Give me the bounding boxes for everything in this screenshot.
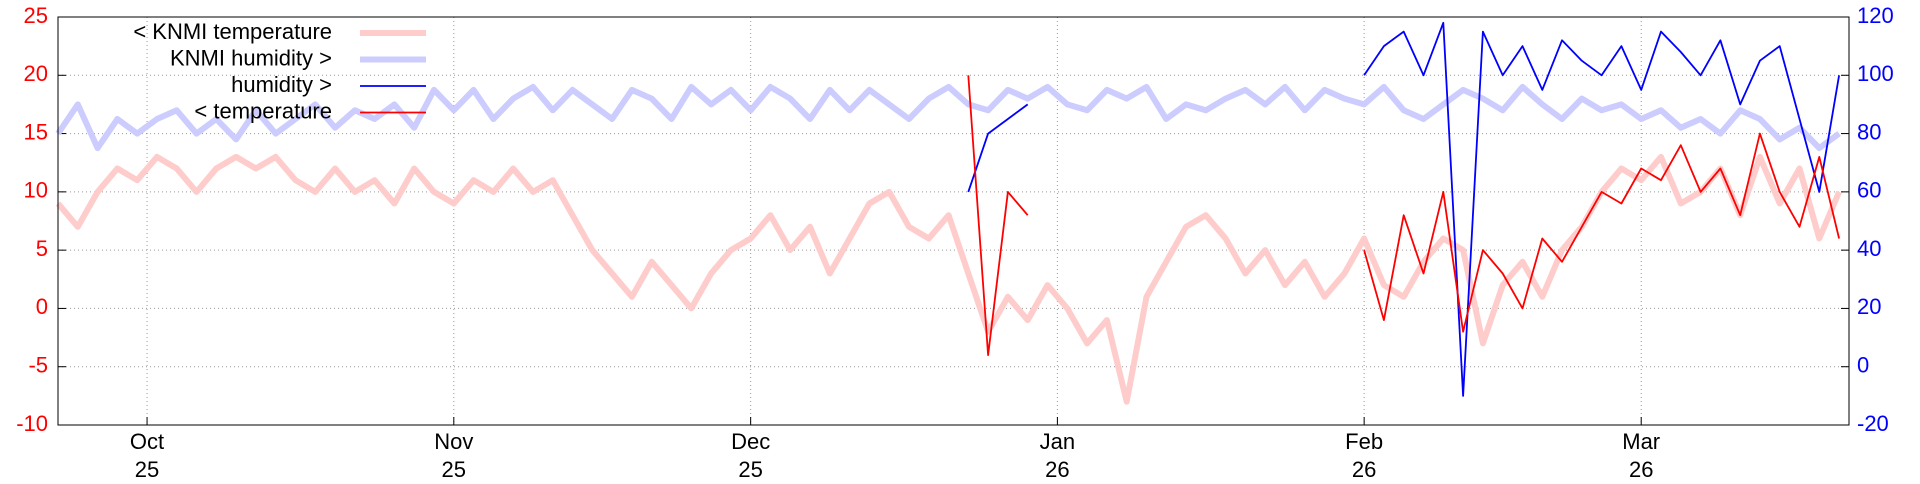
y2-tick-label: 60 xyxy=(1857,178,1881,203)
series-line xyxy=(55,83,1841,152)
y2-tick-label: 80 xyxy=(1857,119,1881,144)
y2-tick-label: 0 xyxy=(1857,353,1869,378)
x-tick-label: Feb 26 xyxy=(1345,429,1384,482)
x-tick-label: Nov 25 xyxy=(434,429,474,482)
y-tick-label: -10 xyxy=(16,411,48,436)
y-tick-label: 20 xyxy=(24,61,48,86)
legend-label: humidity > xyxy=(231,72,332,97)
y2-tick-label: 20 xyxy=(1857,294,1881,319)
y-tick-label: 5 xyxy=(36,236,48,261)
y-tick-label: 25 xyxy=(24,3,48,28)
legend-label: < KNMI temperature xyxy=(133,19,332,44)
plot-frame xyxy=(57,16,1850,426)
series-line xyxy=(967,21,1840,397)
y2-tick-label: 100 xyxy=(1857,61,1894,86)
y-tick-label: -5 xyxy=(28,353,48,378)
series-line xyxy=(55,153,1842,405)
y2-tick-label: 40 xyxy=(1857,236,1881,261)
legend-label: < temperature xyxy=(194,98,332,123)
y-tick-label: 10 xyxy=(24,178,48,203)
y2-tick-label: 120 xyxy=(1857,3,1894,28)
legend-label: KNMI humidity > xyxy=(170,45,332,70)
y-tick-label: 15 xyxy=(24,119,48,144)
x-tick-label: Dec 25 xyxy=(731,429,771,482)
y2-tick-label: -20 xyxy=(1857,411,1889,436)
x-tick-label: Jan 26 xyxy=(1039,429,1076,482)
series-line xyxy=(967,75,1840,356)
x-tick-label: Oct 25 xyxy=(129,429,165,482)
y-tick-label: 0 xyxy=(36,294,48,319)
x-tick-label: Mar 26 xyxy=(1622,429,1661,482)
